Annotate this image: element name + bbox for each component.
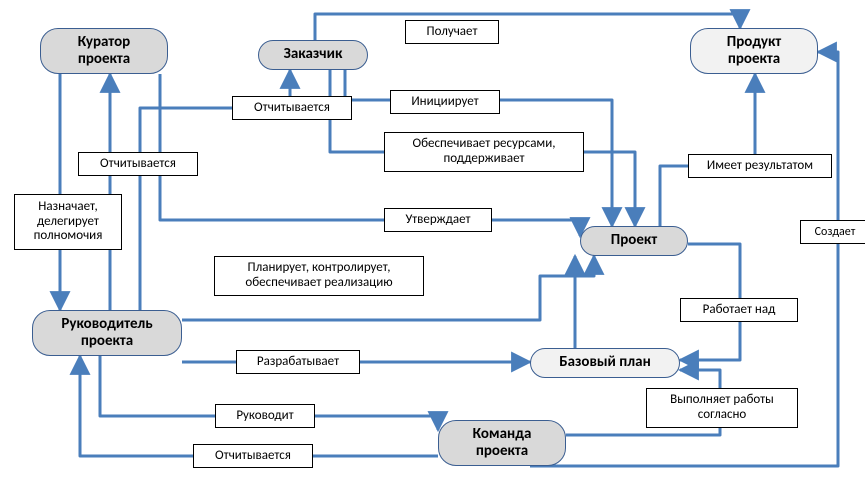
edge-label-e_manager_curator_report: Отчитывается [78, 152, 198, 176]
node-project: Проект [580, 226, 688, 256]
edge-label-e_project_product_result: Имеет результатом [688, 154, 832, 178]
edge-label-e_manager_project_control: Планирует, контролирует, обеспечивает ре… [214, 256, 424, 296]
edge-label-e_curator_project_approve: Утверждает [384, 208, 492, 232]
node-baseplan: Базовый план [530, 348, 680, 378]
edge-label-e_manager_customer_report: Отчитывается [232, 96, 352, 120]
edge-label-e_team_product_create: Создает [800, 220, 865, 244]
node-customer: Заказчик [258, 40, 368, 70]
edge-label-e_team_baseplan_executes: Выполняет работы согласно [646, 388, 798, 428]
edge-e_customer_product [315, 14, 740, 40]
edge-label-e_manager_baseplan_dev: Разрабатывает [236, 350, 360, 374]
edge-label-e_customer_project_init: Инициирует [390, 90, 500, 114]
edge-label-e_manager_team_leads: Руководит [215, 404, 315, 428]
edge-label-e_curator_manager_delegate: Назначает, делегирует полномочия [14, 194, 122, 250]
edge-e_project_product_result [660, 74, 755, 226]
node-curator: Кураторпроекта [40, 28, 168, 74]
node-product: Продуктпроекта [690, 28, 818, 74]
edge-label-e_project_team_workon: Работает над [680, 298, 798, 322]
edge-label-e_customer_product: Получает [405, 20, 499, 44]
node-team: Командапроекта [438, 420, 566, 466]
diagram-canvas: Кураторпроекта Заказчик Продуктпроекта Руко… [0, 0, 865, 500]
node-manager: Руководительпроекта [32, 310, 182, 356]
edge-label-e_customer_project_support: Обеспечивает ресурсами, поддерживает [384, 132, 584, 172]
edge-label-e_team_manager_report: Отчитывается [193, 444, 313, 468]
